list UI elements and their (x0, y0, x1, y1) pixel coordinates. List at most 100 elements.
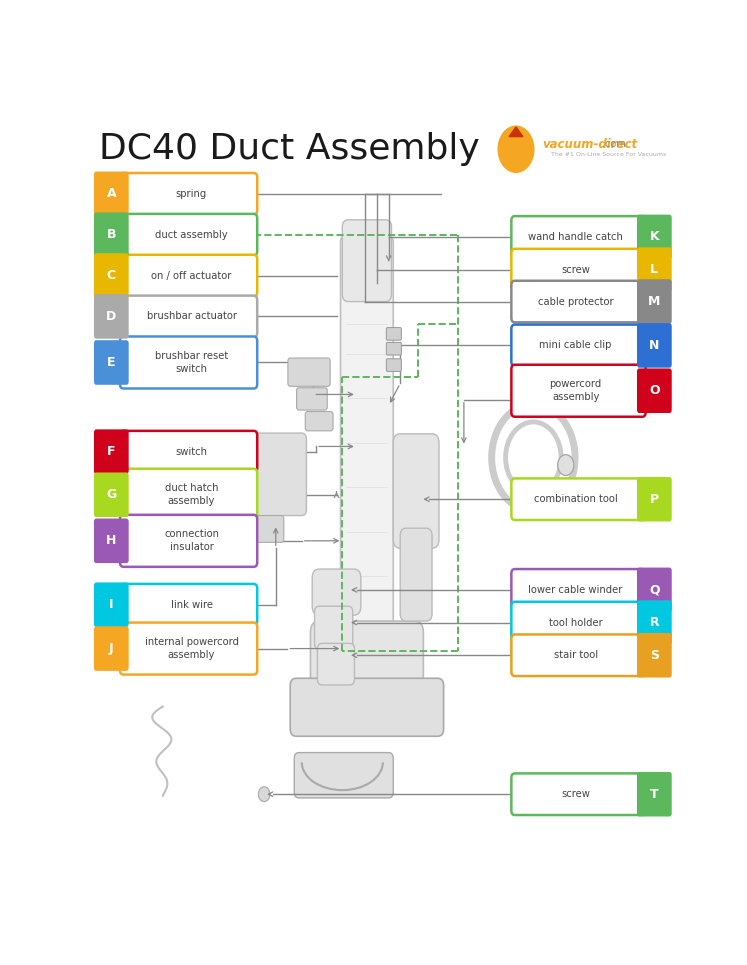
FancyBboxPatch shape (290, 678, 444, 736)
FancyBboxPatch shape (637, 772, 672, 816)
Text: P: P (650, 493, 659, 506)
FancyBboxPatch shape (294, 753, 393, 798)
Text: M: M (648, 295, 660, 308)
Text: vacuum-direct: vacuum-direct (542, 138, 637, 151)
FancyBboxPatch shape (94, 583, 128, 627)
FancyBboxPatch shape (288, 358, 330, 386)
Text: C: C (107, 269, 116, 282)
FancyBboxPatch shape (637, 323, 672, 368)
Text: L: L (651, 263, 658, 276)
Circle shape (258, 786, 270, 802)
FancyBboxPatch shape (94, 341, 128, 385)
FancyBboxPatch shape (637, 214, 672, 260)
Text: I: I (109, 598, 114, 611)
FancyBboxPatch shape (342, 220, 391, 301)
FancyBboxPatch shape (314, 606, 353, 649)
Text: T: T (650, 787, 659, 801)
Text: O: O (649, 384, 660, 398)
Text: E: E (107, 356, 116, 369)
FancyBboxPatch shape (512, 324, 645, 366)
Text: mini cable clip: mini cable clip (539, 341, 612, 350)
FancyBboxPatch shape (512, 773, 645, 815)
FancyBboxPatch shape (512, 479, 645, 520)
Text: The #1 On-Line Source For Vacuums: The #1 On-Line Source For Vacuums (551, 152, 666, 157)
FancyBboxPatch shape (216, 515, 255, 542)
FancyBboxPatch shape (637, 567, 672, 612)
FancyBboxPatch shape (120, 173, 257, 214)
FancyBboxPatch shape (297, 388, 327, 410)
FancyBboxPatch shape (254, 433, 306, 515)
FancyBboxPatch shape (341, 236, 393, 649)
Text: A: A (107, 187, 116, 201)
FancyBboxPatch shape (312, 569, 361, 615)
FancyBboxPatch shape (94, 626, 128, 671)
FancyBboxPatch shape (637, 369, 672, 413)
FancyBboxPatch shape (637, 633, 672, 677)
FancyBboxPatch shape (512, 569, 645, 611)
FancyBboxPatch shape (306, 411, 333, 430)
FancyBboxPatch shape (120, 255, 257, 296)
FancyBboxPatch shape (393, 434, 439, 548)
Text: spring: spring (176, 189, 207, 199)
Text: on / off actuator: on / off actuator (152, 270, 232, 281)
FancyBboxPatch shape (512, 365, 645, 417)
Text: duct hatch
assembly: duct hatch assembly (165, 483, 218, 507)
FancyBboxPatch shape (94, 172, 128, 216)
FancyBboxPatch shape (637, 279, 672, 324)
FancyBboxPatch shape (386, 343, 401, 355)
FancyBboxPatch shape (120, 584, 257, 625)
FancyBboxPatch shape (386, 327, 401, 341)
FancyBboxPatch shape (120, 514, 257, 566)
Text: DC40 Duct Assembly: DC40 Duct Assembly (99, 132, 480, 166)
Text: switch: switch (176, 447, 208, 456)
Text: B: B (107, 228, 116, 241)
Text: tool holder: tool holder (549, 618, 603, 627)
FancyBboxPatch shape (637, 600, 672, 645)
Text: F: F (107, 445, 116, 458)
FancyBboxPatch shape (94, 518, 128, 564)
Text: connection
insulator: connection insulator (164, 529, 219, 552)
FancyBboxPatch shape (94, 429, 128, 474)
FancyBboxPatch shape (512, 216, 645, 258)
FancyBboxPatch shape (317, 644, 355, 685)
FancyBboxPatch shape (637, 247, 672, 291)
FancyBboxPatch shape (120, 337, 257, 389)
FancyBboxPatch shape (253, 515, 284, 542)
Circle shape (498, 125, 535, 173)
Text: J: J (109, 642, 114, 655)
Text: .com: .com (601, 139, 625, 149)
Polygon shape (509, 127, 523, 137)
FancyBboxPatch shape (120, 430, 257, 473)
Text: link wire: link wire (170, 599, 212, 610)
Text: K: K (650, 231, 659, 243)
Text: combination tool: combination tool (534, 494, 618, 505)
Circle shape (558, 455, 574, 476)
Text: screw: screw (561, 789, 590, 799)
Text: stair tool: stair tool (554, 650, 598, 660)
FancyBboxPatch shape (94, 212, 128, 257)
FancyBboxPatch shape (637, 477, 672, 521)
FancyBboxPatch shape (120, 469, 257, 521)
FancyBboxPatch shape (400, 528, 432, 621)
Text: screw: screw (561, 264, 590, 275)
Text: brushbar reset
switch: brushbar reset switch (155, 351, 228, 374)
Text: Q: Q (649, 584, 660, 596)
FancyBboxPatch shape (94, 294, 128, 339)
FancyBboxPatch shape (512, 249, 645, 290)
Text: wand handle catch: wand handle catch (528, 232, 623, 242)
FancyBboxPatch shape (120, 295, 257, 337)
FancyBboxPatch shape (120, 622, 257, 675)
FancyBboxPatch shape (94, 473, 128, 517)
Text: powercord
assembly: powercord assembly (550, 379, 602, 402)
Text: cable protector: cable protector (538, 296, 613, 307)
Text: H: H (106, 535, 117, 547)
FancyBboxPatch shape (512, 281, 645, 322)
Text: brushbar actuator: brushbar actuator (146, 312, 237, 321)
Text: G: G (106, 488, 117, 501)
Text: N: N (649, 339, 660, 352)
Text: R: R (650, 616, 659, 629)
FancyBboxPatch shape (386, 359, 401, 372)
Text: internal powercord
assembly: internal powercord assembly (144, 637, 238, 660)
FancyBboxPatch shape (94, 253, 128, 298)
Text: duct assembly: duct assembly (155, 230, 228, 239)
